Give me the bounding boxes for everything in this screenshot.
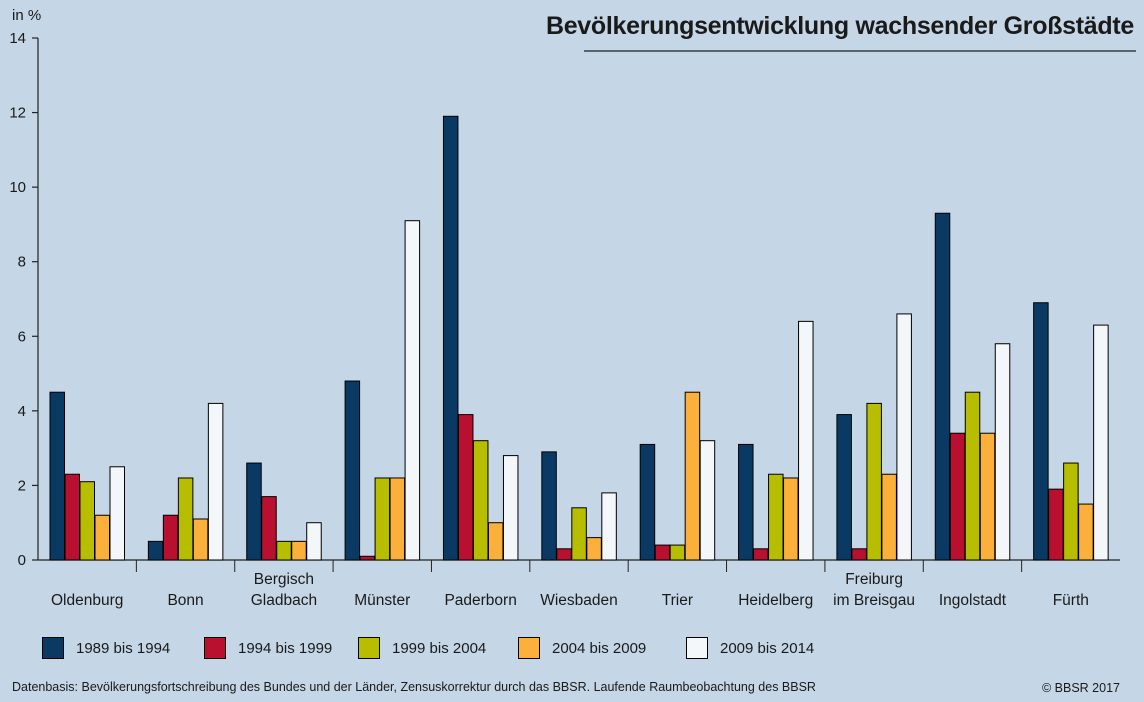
- y-tick-label: 8: [18, 254, 26, 271]
- bar: [64, 473, 80, 561]
- data-source-note: Datenbasis: Bevölkerungsfortschreibung d…: [12, 680, 816, 694]
- bar: [866, 402, 882, 561]
- copyright-note: © BBSR 2017: [1041, 681, 1120, 695]
- legend-label: 1989 bis 1994: [76, 640, 171, 657]
- bar: [949, 432, 966, 561]
- y-tick-label: 10: [9, 179, 26, 196]
- bar: [457, 414, 474, 561]
- legend-label: 2009 bis 2014: [720, 640, 815, 657]
- bar: [306, 522, 322, 561]
- x-category-label: Fürth: [1053, 592, 1089, 609]
- x-category-label: Paderborn: [444, 592, 516, 609]
- x-category-label: Freiburg: [845, 571, 903, 588]
- bar: [109, 466, 125, 561]
- bar: [94, 514, 110, 561]
- x-category-label: Trier: [662, 592, 693, 609]
- bar: [1078, 503, 1094, 561]
- bar: [359, 555, 376, 561]
- x-category-label: Bonn: [167, 592, 203, 609]
- bar: [207, 402, 224, 561]
- y-tick-label: 14: [9, 30, 26, 47]
- x-category-label: Münster: [354, 592, 410, 609]
- legend-label: 2004 bis 2009: [552, 640, 647, 657]
- y-tick-label: 4: [18, 403, 26, 420]
- bar: [979, 432, 996, 561]
- bar: [246, 462, 262, 561]
- legend-swatch: [204, 637, 226, 659]
- bar: [556, 548, 572, 561]
- legend-label: 1994 bis 1999: [238, 640, 333, 657]
- bar: [261, 496, 277, 561]
- legend-swatch: [42, 637, 64, 659]
- bar: [472, 440, 489, 561]
- bar: [291, 540, 307, 561]
- bar: [1093, 324, 1109, 561]
- bar: [934, 212, 951, 561]
- bar: [768, 473, 784, 561]
- bar: [669, 544, 686, 561]
- bar: [541, 451, 557, 561]
- x-category-label: Gladbach: [251, 592, 317, 609]
- bar: [177, 477, 194, 561]
- bar: [192, 518, 209, 561]
- bar: [389, 477, 406, 561]
- bar: [783, 477, 799, 561]
- bar: [699, 440, 716, 561]
- x-category-label: Wiesbaden: [540, 592, 618, 609]
- bar: [994, 343, 1011, 561]
- bar: [851, 548, 867, 561]
- bar: [502, 455, 519, 561]
- legend-label: 1999 bis 2004: [392, 640, 487, 657]
- bar: [571, 507, 587, 561]
- bar: [344, 380, 361, 561]
- bar: [442, 115, 459, 561]
- bar: [896, 313, 912, 561]
- bar: [881, 473, 897, 561]
- y-tick-label: 2: [18, 477, 26, 494]
- legend-swatch: [518, 637, 540, 659]
- bar: [487, 522, 504, 561]
- bar: [374, 477, 391, 561]
- bar: [49, 391, 65, 561]
- y-tick-label: 0: [18, 552, 26, 569]
- title-underline: [584, 50, 1136, 52]
- bar: [684, 391, 701, 561]
- chart-title: Bevölkerungsentwicklung wachsender Großs…: [545, 12, 1134, 40]
- bar: [639, 443, 656, 561]
- y-axis-unit-label: in %: [12, 7, 42, 24]
- legend-swatch: [358, 637, 380, 659]
- bar: [836, 414, 852, 561]
- bar: [654, 544, 671, 561]
- y-tick-label: 12: [9, 105, 26, 122]
- bar: [964, 391, 981, 561]
- bar: [586, 537, 602, 561]
- bar: [1033, 302, 1049, 561]
- bar: [79, 481, 95, 561]
- y-tick-label: 6: [18, 328, 26, 345]
- bar: [738, 443, 754, 561]
- bar: [276, 540, 292, 561]
- bar: [601, 492, 617, 561]
- bar: [404, 220, 421, 561]
- legend-swatch: [686, 637, 708, 659]
- bar: [147, 540, 164, 561]
- x-category-label: im Breisgau: [833, 592, 915, 609]
- bar: [1048, 488, 1064, 561]
- bar: [798, 320, 814, 561]
- x-category-label: Ingolstadt: [939, 592, 1007, 609]
- x-category-label: Bergisch: [254, 571, 314, 588]
- x-category-label: Oldenburg: [51, 592, 123, 609]
- x-category-label: Heidelberg: [738, 592, 813, 609]
- bar: [162, 514, 179, 561]
- bar-chart: 0 2 4 6 8 10 12 14 Oldenburg Bonn Bergisch Gladbach…: [9, 30, 1120, 609]
- bar: [1063, 462, 1079, 561]
- bar: [753, 548, 769, 561]
